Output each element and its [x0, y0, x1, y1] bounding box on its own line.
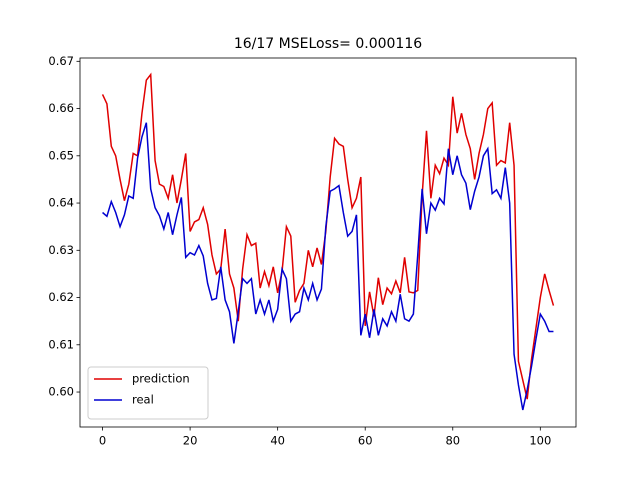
y-tick-label: 0.62	[48, 290, 74, 304]
y-tick-label: 0.67	[48, 54, 74, 68]
chart-title: 16/17 MSELoss= 0.000116	[234, 36, 422, 52]
x-tick-label: 100	[529, 434, 551, 448]
series-line	[101, 72, 555, 400]
x-tick-label: 0	[99, 434, 106, 448]
series-line	[102, 122, 554, 411]
legend-box	[87, 366, 209, 420]
x-tick-label: 20	[183, 434, 198, 448]
legend-label: real	[132, 393, 154, 407]
x-tick-label: 40	[270, 434, 285, 448]
x-tick-label: 80	[445, 434, 460, 448]
y-tick-label: 0.66	[48, 101, 74, 115]
y-tick-label: 0.61	[48, 337, 74, 351]
legend-label: prediction	[132, 372, 190, 386]
y-tick-label: 0.65	[48, 148, 74, 162]
x-tick-label: 60	[358, 434, 373, 448]
plot-frame	[79, 57, 577, 428]
y-tick-label: 0.64	[48, 196, 74, 210]
y-tick-label: 0.60	[48, 385, 74, 399]
y-tick-label: 0.63	[48, 243, 74, 257]
